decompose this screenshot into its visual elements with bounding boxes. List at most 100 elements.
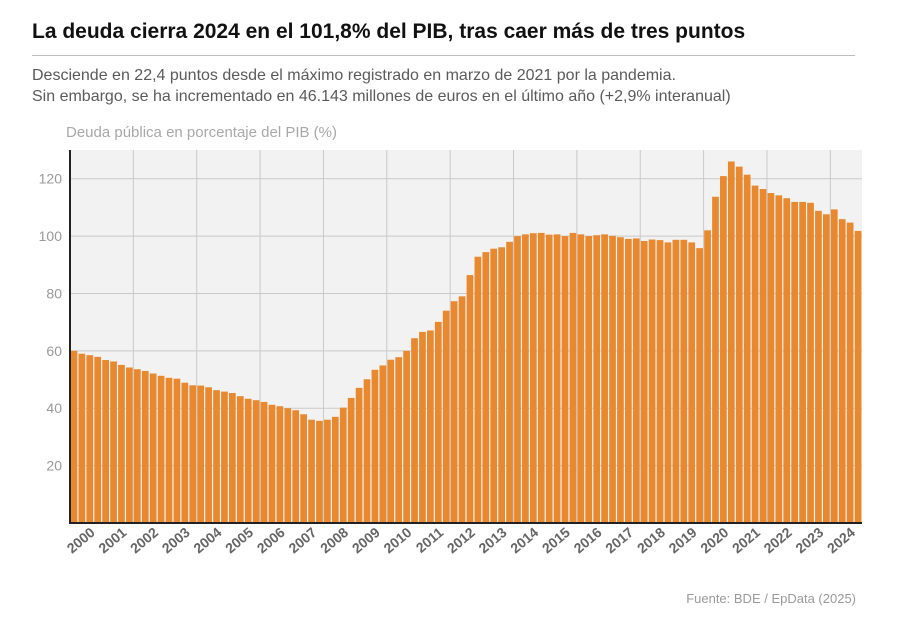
bar [133, 369, 141, 523]
bar [165, 377, 173, 523]
bar [181, 382, 189, 523]
x-tick-label: 2003 [159, 524, 193, 556]
bar [577, 234, 585, 523]
bar [799, 201, 806, 523]
bar [379, 365, 387, 523]
y-tick-label: 100 [39, 228, 63, 244]
bar [783, 198, 791, 524]
source-note: Fuente: BDE / EpData (2025) [686, 591, 856, 606]
bar [268, 404, 276, 523]
x-tick-label: 2021 [729, 524, 763, 556]
bar [640, 240, 648, 523]
bar [213, 390, 220, 523]
bar [466, 275, 474, 523]
bar [656, 240, 664, 523]
x-tick-label: 2013 [475, 524, 509, 556]
bar [680, 239, 688, 523]
bar [173, 378, 181, 523]
bar [696, 248, 703, 523]
bar [276, 406, 284, 523]
bar [94, 356, 102, 523]
y-tick-labels: 20 40 60 80 100 120 [39, 171, 63, 474]
bar [284, 408, 292, 523]
bar [197, 385, 205, 523]
bar [688, 242, 696, 524]
bar [545, 234, 553, 523]
x-tick-label: 2014 [507, 524, 541, 556]
bar [403, 350, 410, 523]
bar [110, 361, 117, 523]
bar [838, 219, 846, 523]
bar [751, 185, 759, 523]
bar [118, 364, 125, 523]
bar [830, 209, 838, 524]
bar [371, 369, 379, 523]
y-tick-label: 80 [46, 285, 62, 301]
bar [363, 379, 371, 523]
x-tick-label: 2011 [413, 524, 447, 556]
bar [149, 373, 157, 523]
bar [791, 201, 799, 523]
x-tick-label: 2019 [666, 524, 700, 556]
bar [522, 234, 529, 523]
x-tick-label: 2024 [824, 524, 858, 556]
bar [854, 230, 862, 524]
bar [387, 359, 395, 523]
x-tick-label: 2004 [190, 524, 224, 556]
x-tick-label: 2010 [380, 524, 414, 556]
bar [157, 375, 165, 523]
x-tick-label: 2000 [64, 524, 98, 556]
bar [815, 210, 822, 523]
bar [236, 396, 244, 523]
bar [260, 401, 268, 523]
bar [704, 230, 711, 524]
bar [625, 238, 632, 523]
bar [102, 360, 109, 523]
bar [339, 407, 347, 523]
bar [221, 391, 228, 523]
subtitle-line-1: Desciende en 22,4 puntos desde el máximo… [32, 67, 676, 84]
y-tick-label: 60 [46, 343, 62, 359]
bar [442, 310, 450, 523]
x-tick-labels: 2000200120022003200420052006200720082009… [64, 524, 859, 556]
bar [244, 398, 252, 523]
bar [823, 214, 830, 524]
bar [775, 195, 783, 523]
x-gridlines [132, 150, 831, 523]
bar [395, 357, 403, 523]
bar [498, 247, 505, 524]
x-tick-label: 2007 [285, 524, 319, 556]
x-tick-label: 2020 [697, 524, 731, 556]
x-tick-label: 2022 [761, 524, 795, 556]
x-tick-label: 2017 [602, 524, 636, 556]
bar [86, 355, 94, 523]
bar [300, 414, 307, 523]
subtitle-line-2: Sin embargo, se ha incrementado en 46.14… [32, 88, 731, 105]
bar [482, 252, 490, 523]
bar [537, 232, 545, 523]
chart-title: La deuda cierra 2024 en el 101,8% del PI… [32, 20, 746, 43]
plot-area [70, 150, 862, 523]
bar [78, 353, 86, 523]
bar [434, 321, 442, 523]
x-tick-label: 2006 [254, 524, 288, 556]
bar [648, 239, 656, 523]
chart-subtitle: Desciende en 22,4 puntos desde el máximo… [32, 65, 731, 107]
bar [70, 350, 78, 523]
bar [767, 193, 775, 524]
bar [205, 387, 212, 523]
bar [450, 301, 458, 523]
bar [759, 189, 767, 523]
x-tick-label: 2015 [539, 524, 573, 556]
bar [712, 196, 719, 523]
bar [807, 202, 814, 524]
bar [324, 419, 331, 523]
x-tick-label: 2002 [127, 524, 161, 556]
bar [331, 416, 339, 523]
x-tick-label: 2018 [634, 524, 668, 556]
x-tick-label: 2005 [222, 524, 256, 556]
bar [553, 234, 561, 523]
x-tick-label: 2001 [95, 524, 129, 556]
bar [490, 248, 498, 523]
bar [308, 419, 315, 523]
